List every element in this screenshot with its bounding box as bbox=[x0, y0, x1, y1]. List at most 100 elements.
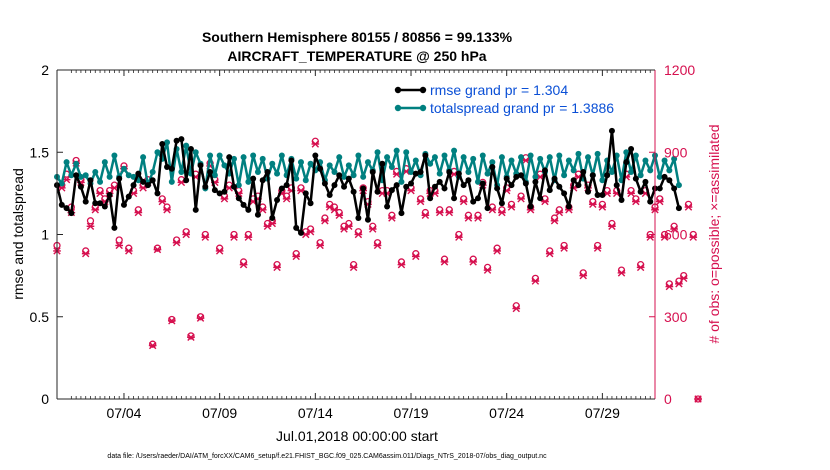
obs-assimilated-marker bbox=[660, 233, 669, 241]
obs-assimilated-marker bbox=[220, 195, 229, 203]
obs-assimilated-marker bbox=[555, 208, 564, 217]
rmse-point bbox=[494, 185, 501, 192]
totalspread-point bbox=[556, 152, 563, 159]
obs-assimilated-marker bbox=[440, 258, 449, 266]
rmse-point bbox=[604, 172, 611, 179]
totalspread-point bbox=[278, 152, 285, 159]
rmse-point bbox=[297, 229, 304, 236]
series-layer bbox=[54, 127, 682, 236]
obs-assimilated-marker bbox=[608, 222, 616, 230]
obs-assimilated-marker bbox=[560, 244, 568, 252]
rmse-point bbox=[58, 201, 65, 208]
obs-assimilated-marker bbox=[86, 222, 95, 230]
x-tick-label: 07/04 bbox=[106, 405, 141, 421]
rmse-point bbox=[216, 190, 223, 197]
obs-assimilated-marker bbox=[292, 252, 301, 261]
rmse-point bbox=[647, 198, 654, 205]
obs-assimilated-marker bbox=[588, 200, 597, 209]
right-y-tick-label: 600 bbox=[664, 227, 688, 243]
rmse-point bbox=[307, 200, 314, 207]
obs-assimilated-marker bbox=[550, 217, 559, 225]
totalspread-point bbox=[656, 173, 663, 180]
x-tick-label: 07/29 bbox=[585, 405, 620, 421]
obs-assimilated-marker bbox=[282, 195, 291, 203]
rmse-point bbox=[388, 187, 395, 194]
totalspread-point bbox=[441, 152, 448, 159]
totalspread-point bbox=[101, 159, 108, 166]
totalspread-point bbox=[120, 165, 127, 172]
obs-assimilated-marker bbox=[493, 247, 501, 255]
obs-assimilated-marker bbox=[627, 189, 635, 198]
rmse-point bbox=[465, 177, 472, 184]
rmse-point bbox=[532, 178, 539, 185]
totalspread-point bbox=[63, 159, 70, 166]
totalspread-point bbox=[164, 139, 171, 146]
obs-assimilated-marker bbox=[483, 266, 492, 274]
obs-assimilated-marker bbox=[153, 245, 162, 254]
totalspread-point bbox=[68, 172, 75, 179]
obs-assimilated-marker bbox=[158, 197, 167, 206]
totalspread-point bbox=[211, 172, 218, 179]
totalspread-point bbox=[398, 178, 405, 185]
obs-assimilated-marker bbox=[464, 214, 473, 222]
obs-assimilated-marker bbox=[435, 208, 444, 217]
totalspread-point bbox=[269, 160, 276, 167]
totalspread-point bbox=[341, 173, 348, 180]
obs-assimilated-marker bbox=[416, 197, 425, 206]
rmse-point bbox=[623, 159, 630, 166]
rmse-point bbox=[274, 196, 281, 203]
obs-assimilated-marker bbox=[316, 241, 324, 250]
obs-assimilated-marker bbox=[335, 211, 344, 220]
rmse-point bbox=[240, 201, 247, 208]
rmse-point bbox=[164, 164, 171, 171]
totalspread-point bbox=[570, 167, 577, 174]
obs-assimilated-marker bbox=[354, 230, 363, 239]
rmse-point bbox=[326, 192, 333, 199]
totalspread-point bbox=[250, 152, 257, 159]
totalspread-point bbox=[408, 168, 415, 175]
left-y-axis-label: rmse and totalspread bbox=[10, 168, 26, 300]
totalspread-point bbox=[666, 167, 673, 174]
obs-assimilated-marker bbox=[268, 219, 277, 228]
rmse-point bbox=[77, 183, 84, 190]
rmse-point bbox=[546, 187, 553, 194]
rmse-point bbox=[412, 170, 419, 177]
rmse-point bbox=[513, 173, 520, 180]
totalspread-point bbox=[637, 172, 644, 179]
obs-possible-marker bbox=[115, 236, 123, 244]
rmse-point bbox=[637, 188, 644, 195]
rmse-point bbox=[446, 168, 453, 175]
obs-assimilated-marker bbox=[655, 197, 664, 206]
rmse-point bbox=[518, 172, 525, 179]
rmse-point bbox=[522, 180, 529, 187]
totalspread-point bbox=[599, 177, 606, 184]
rmse-point bbox=[264, 168, 271, 175]
totalspread-point bbox=[374, 149, 381, 156]
axes-layer: 0 0.5 1 1.5 2 0 300 600 900 1200 07/04 07/09 07/14 07… bbox=[30, 62, 696, 421]
rmse-point bbox=[360, 185, 367, 192]
totalspread-point bbox=[642, 157, 649, 164]
obs-assimilated-marker bbox=[694, 395, 702, 403]
rmse-point bbox=[408, 180, 415, 187]
obs-assimilated-marker bbox=[239, 260, 248, 269]
totalspread-point bbox=[149, 168, 156, 175]
obs-assimilated-marker bbox=[62, 175, 71, 184]
x-tick-label: 07/14 bbox=[298, 405, 333, 421]
totalspread-point bbox=[168, 178, 175, 185]
rmse-point bbox=[341, 183, 348, 190]
obs-assimilated-marker bbox=[617, 269, 626, 277]
obs-assimilated-marker bbox=[679, 274, 688, 283]
rmse-point bbox=[474, 195, 481, 202]
rmse-point bbox=[187, 145, 194, 152]
rmse-point bbox=[508, 182, 515, 189]
rmse-point bbox=[675, 205, 682, 212]
rmse-point bbox=[575, 182, 582, 189]
totalspread-point bbox=[364, 159, 371, 166]
obs-assimilated-marker bbox=[474, 214, 482, 222]
rmse-point bbox=[269, 215, 276, 222]
rmse-point bbox=[259, 177, 266, 184]
rmse-point bbox=[82, 198, 89, 205]
rmse-point bbox=[183, 177, 190, 184]
totalspread-point bbox=[474, 178, 481, 185]
totalspread-point bbox=[632, 152, 639, 159]
